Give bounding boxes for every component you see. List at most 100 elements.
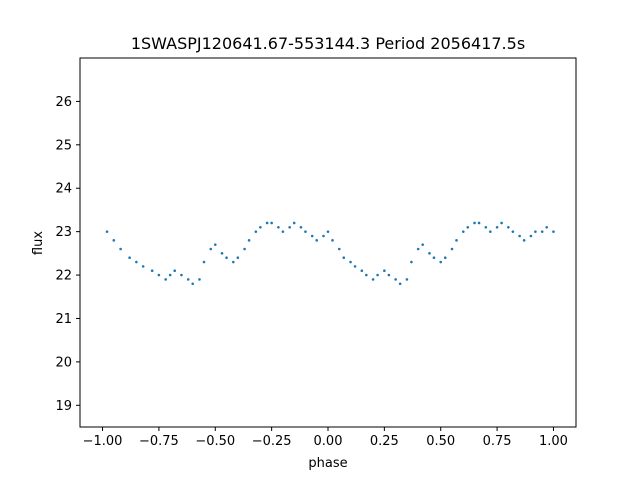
x-tick-label: −0.50: [195, 434, 235, 449]
data-point: [428, 252, 431, 255]
data-point: [225, 256, 228, 259]
data-point: [552, 230, 555, 233]
data-point: [180, 273, 183, 277]
data-point: [173, 269, 176, 273]
y-tick-label: 22: [55, 269, 72, 284]
data-point: [522, 239, 526, 242]
data-point: [281, 230, 285, 233]
x-tick-label: 0.50: [426, 434, 455, 449]
data-points: [105, 221, 555, 286]
data-point: [209, 247, 213, 251]
data-point: [360, 269, 364, 273]
data-point: [534, 230, 537, 233]
y-tick-label: 25: [55, 138, 72, 153]
x-tick-label: −0.25: [252, 434, 292, 449]
data-point: [277, 226, 280, 229]
data-point: [254, 230, 258, 233]
data-point: [304, 230, 307, 233]
data-point: [315, 239, 319, 242]
data-point: [461, 230, 465, 233]
y-axis: 19 20 21 22 23 24 25 26: [55, 95, 80, 414]
data-point: [119, 247, 122, 251]
data-point: [349, 260, 352, 264]
data-point: [353, 265, 357, 268]
data-point: [518, 234, 521, 238]
data-point: [416, 247, 420, 251]
data-point: [220, 252, 224, 255]
y-tick-label: 23: [55, 225, 72, 240]
data-point: [150, 269, 154, 273]
y-tick-label: 26: [55, 95, 72, 110]
data-point: [243, 247, 246, 251]
data-point: [191, 282, 195, 286]
x-tick-label: 0.00: [314, 434, 343, 449]
data-point: [383, 269, 386, 273]
data-point: [292, 221, 296, 225]
data-point: [511, 230, 515, 233]
data-point: [168, 273, 172, 277]
data-point: [495, 226, 499, 229]
data-point: [247, 239, 251, 242]
data-point: [202, 260, 206, 264]
data-point: [410, 260, 413, 264]
x-tick-label: 0.25: [370, 434, 399, 449]
data-point: [164, 278, 167, 281]
x-tick-label: −0.75: [139, 434, 179, 449]
data-point: [484, 226, 488, 229]
data-point: [394, 278, 397, 281]
data-point: [466, 226, 470, 229]
data-point: [112, 239, 116, 242]
data-point: [310, 234, 314, 238]
x-tick-label: 0.75: [483, 434, 512, 449]
y-axis-label: flux: [31, 231, 46, 255]
data-point: [500, 221, 503, 225]
chart-title: 1SWASPJ120641.67-553144.3 Period 2056417…: [131, 34, 525, 53]
data-point: [450, 247, 454, 251]
data-point: [540, 230, 544, 233]
data-point: [299, 226, 303, 229]
data-point: [213, 243, 217, 246]
data-point: [439, 260, 443, 264]
data-point: [288, 226, 291, 229]
data-point: [157, 273, 161, 277]
data-point: [135, 260, 138, 264]
x-tick-label: −1.00: [83, 434, 123, 449]
data-point: [477, 221, 481, 225]
data-point: [326, 230, 330, 233]
data-point: [232, 260, 235, 264]
data-point: [443, 256, 447, 259]
data-point: [337, 247, 341, 251]
data-point: [198, 278, 201, 281]
data-point: [507, 226, 510, 229]
data-point: [473, 221, 476, 225]
data-point: [365, 273, 368, 277]
data-point: [421, 243, 424, 246]
data-point: [376, 273, 379, 277]
data-point: [545, 226, 548, 229]
y-tick-label: 19: [55, 399, 72, 414]
y-tick-label: 21: [55, 312, 72, 327]
x-axis: −1.00 −0.75 −0.50 −0.25 0.00 0.25 0.50 0.75 1.00: [83, 427, 568, 449]
data-point: [186, 278, 190, 281]
data-point: [141, 265, 145, 268]
data-point: [331, 239, 334, 242]
data-point: [342, 256, 346, 259]
data-point: [105, 230, 109, 233]
data-point: [398, 282, 402, 286]
data-point: [529, 234, 533, 238]
y-tick-label: 20: [55, 355, 72, 370]
data-point: [259, 226, 262, 229]
x-axis-label: phase: [308, 456, 347, 471]
data-point: [236, 256, 240, 259]
data-point: [371, 278, 375, 281]
data-point: [405, 278, 409, 281]
y-tick-label: 24: [55, 182, 72, 197]
data-point: [432, 256, 436, 259]
data-point: [322, 234, 325, 238]
data-point: [270, 221, 273, 225]
data-point: [387, 273, 391, 277]
data-point: [128, 256, 131, 259]
data-point: [265, 221, 269, 225]
